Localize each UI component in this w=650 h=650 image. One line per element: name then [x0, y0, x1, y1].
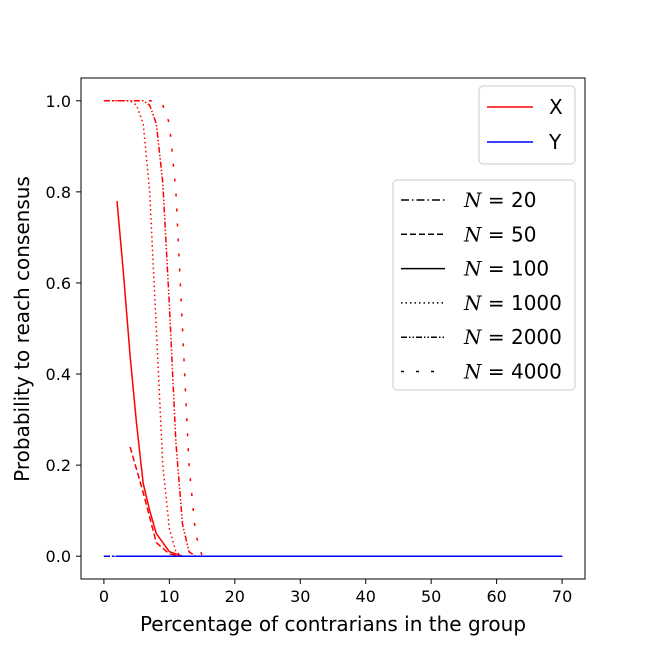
ticks-layer: 0 10 20 30 40 50 60 70 0.0 0.2 0.4 0.6 0.8 1.0: [46, 92, 573, 606]
color-legend-box: [478, 85, 576, 165]
y-tick-label: 0.2: [46, 456, 71, 475]
color-legend-label: Y: [548, 130, 562, 154]
style-legend-var: N: [463, 222, 483, 246]
x-tick-label: 70: [552, 587, 572, 606]
style-legend-label: N = 100: [463, 257, 549, 281]
x-tick-label: 60: [486, 587, 506, 606]
y-axis-label: Probability to reach consensus: [10, 176, 34, 482]
style-legend-var: N: [463, 291, 483, 315]
style-legend-value: = 4000: [482, 360, 562, 384]
x-tick-label: 50: [421, 587, 441, 606]
color-legend-label: X: [549, 95, 563, 119]
x-tick-label: 10: [159, 587, 179, 606]
style-legend-var: N: [463, 188, 483, 212]
x-tick-label: 30: [290, 587, 310, 606]
x-tick-label: 20: [225, 587, 245, 606]
style-legend-value: = 100: [482, 257, 550, 281]
style-legend-box: [392, 179, 576, 391]
style-legend-label: N = 50: [463, 222, 536, 246]
style-legend-var: N: [463, 325, 483, 349]
style-legend-var: N: [463, 360, 483, 384]
style-legend-label: N = 20: [463, 188, 536, 212]
series-line-x-n50: [129, 446, 563, 557]
x-tick-label: 40: [356, 587, 376, 606]
style-legend-value: = 1000: [482, 291, 562, 315]
style-legend-label: N = 1000: [463, 291, 562, 315]
y-tick-label: 1.0: [46, 92, 71, 111]
series-layer: [103, 100, 563, 557]
style-legend-value: = 20: [482, 188, 537, 212]
y-tick-label: 0.4: [46, 365, 71, 384]
style-legend-value: = 50: [482, 222, 537, 246]
plot-frame: [80, 77, 586, 580]
y-tick-label: 0.8: [46, 183, 71, 202]
style-legend-label: N = 2000: [463, 325, 562, 349]
x-tick-label: 0: [99, 587, 109, 606]
style-legend-value: = 2000: [482, 325, 562, 349]
series-line-x-n2000: [103, 100, 563, 557]
y-tick-label: 0.6: [46, 274, 71, 293]
y-tick-label: 0.0: [46, 547, 71, 566]
color-legend-items: XY: [487, 95, 563, 154]
style-legend-var: N: [463, 257, 483, 281]
x-axis-label: Percentage of contrarians in the group: [140, 612, 526, 636]
color-legend: XY: [478, 85, 576, 165]
style-legend-label: N = 4000: [463, 360, 562, 384]
